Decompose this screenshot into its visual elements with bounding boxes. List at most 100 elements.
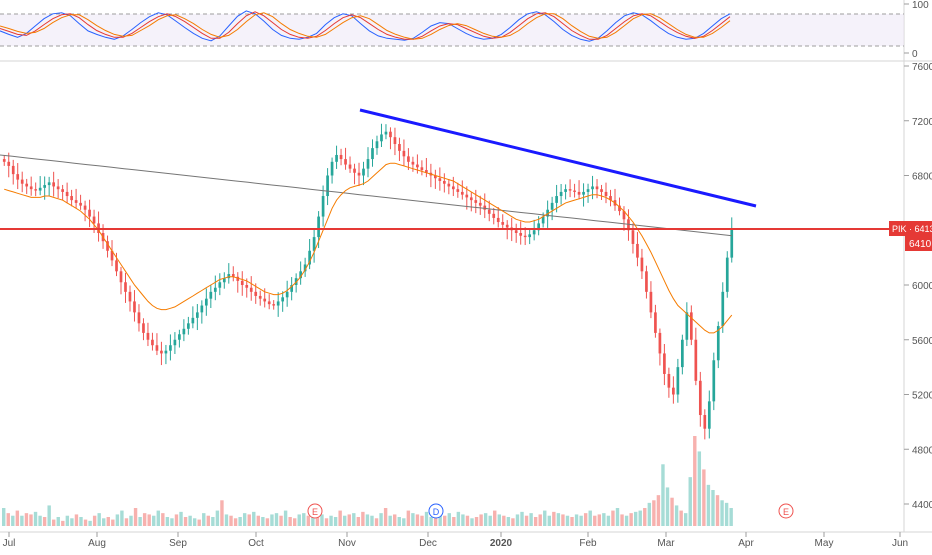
candle-body[interactable] — [236, 276, 240, 281]
candle-body[interactable] — [115, 260, 118, 272]
candle-body[interactable] — [209, 291, 213, 299]
candle-body[interactable] — [492, 213, 496, 218]
candle-body[interactable] — [447, 183, 451, 187]
candle-body[interactable] — [465, 194, 469, 198]
candle-body[interactable] — [357, 172, 361, 176]
candle-body[interactable] — [276, 301, 280, 306]
candle-body[interactable] — [245, 285, 249, 288]
candle-body[interactable] — [151, 339, 154, 346]
candle-body[interactable] — [326, 175, 329, 197]
candle-body[interactable] — [204, 298, 208, 306]
candle-body[interactable] — [631, 230, 635, 244]
candle-body[interactable] — [716, 326, 720, 361]
candle-body[interactable] — [303, 264, 307, 272]
candle-body[interactable] — [83, 205, 87, 210]
event-markers[interactable]: E D E — [307, 503, 794, 519]
candle-body[interactable] — [124, 282, 127, 292]
candle-body[interactable] — [622, 211, 626, 220]
candle-body[interactable] — [218, 282, 222, 288]
candle-body[interactable] — [514, 230, 518, 233]
candle-body[interactable] — [213, 287, 217, 292]
candle-body[interactable] — [425, 170, 428, 173]
candle-body[interactable] — [61, 189, 64, 192]
candle-body[interactable] — [2, 159, 6, 162]
candle-body[interactable] — [595, 186, 599, 190]
candle-body[interactable] — [600, 189, 603, 192]
candle-body[interactable] — [191, 317, 195, 324]
candle-body[interactable] — [200, 305, 204, 313]
candle-body[interactable] — [182, 328, 186, 335]
candle-body[interactable] — [366, 159, 370, 169]
candle-body[interactable] — [119, 271, 123, 283]
candle-body[interactable] — [11, 165, 15, 175]
candle-body[interactable] — [56, 186, 60, 190]
candle-body[interactable] — [501, 222, 505, 225]
candle-body[interactable] — [173, 339, 177, 346]
candle-body[interactable] — [29, 186, 33, 190]
candle-body[interactable] — [496, 217, 500, 223]
candle-body[interactable] — [582, 191, 585, 195]
candle-body[interactable] — [681, 339, 684, 368]
candle-body[interactable] — [654, 312, 657, 333]
candle-body[interactable] — [712, 360, 716, 402]
candle-body[interactable] — [106, 241, 109, 251]
candle-body[interactable] — [389, 131, 392, 138]
candle-body[interactable] — [25, 183, 29, 187]
candle-body[interactable] — [640, 257, 644, 272]
candle-body[interactable] — [371, 148, 374, 160]
candle-body[interactable] — [411, 161, 415, 165]
candle-body[interactable] — [227, 274, 231, 279]
candle-body[interactable] — [380, 134, 383, 142]
candle-body[interactable] — [456, 189, 460, 192]
candle-body[interactable] — [591, 186, 594, 190]
candle-body[interactable] — [79, 202, 82, 206]
candle-body[interactable] — [362, 168, 365, 176]
candle-body[interactable] — [667, 373, 671, 388]
candle-body[interactable] — [272, 304, 276, 306]
earnings-marker[interactable]: E — [307, 503, 323, 519]
candle-body[interactable] — [550, 202, 554, 210]
candle-body[interactable] — [263, 298, 267, 302]
candle-body[interactable] — [375, 141, 379, 149]
candle-body[interactable] — [231, 274, 235, 277]
candle-body[interactable] — [65, 191, 69, 197]
candle-body[interactable] — [299, 271, 302, 279]
candle-body[interactable] — [725, 257, 729, 292]
candle-body[interactable] — [353, 168, 356, 173]
candle-body[interactable] — [285, 291, 289, 298]
candle-body[interactable] — [110, 250, 114, 261]
candle-body[interactable] — [196, 312, 199, 318]
candle-body[interactable] — [586, 189, 590, 192]
candle-body[interactable] — [267, 301, 271, 305]
candle-body[interactable] — [487, 209, 491, 214]
candle-body[interactable] — [34, 189, 38, 191]
candle-body[interactable] — [523, 235, 527, 238]
candle-body[interactable] — [384, 131, 388, 135]
candle-body[interactable] — [564, 189, 567, 192]
candle-body[interactable] — [155, 345, 159, 351]
candle-body[interactable] — [672, 387, 675, 395]
candle-body[interactable] — [92, 216, 96, 224]
candle-body[interactable] — [335, 154, 338, 162]
candle-body[interactable] — [694, 339, 698, 381]
candle-body[interactable] — [16, 174, 20, 180]
candle-body[interactable] — [70, 196, 73, 201]
candle-body[interactable] — [532, 230, 536, 235]
candle-body[interactable] — [416, 164, 419, 168]
candle-body[interactable] — [703, 415, 707, 429]
candle-body[interactable] — [685, 312, 689, 340]
candle-body[interactable] — [568, 189, 572, 191]
candle-body[interactable] — [689, 312, 693, 340]
candle-body[interactable] — [636, 243, 639, 258]
candle-body[interactable] — [321, 196, 325, 217]
candle-body[interactable] — [128, 291, 132, 302]
candle-body[interactable] — [254, 291, 258, 296]
candle-body[interactable] — [133, 301, 136, 313]
candle-body[interactable] — [721, 291, 725, 327]
candle-body[interactable] — [348, 164, 352, 169]
candle-body[interactable] — [344, 159, 347, 165]
candle-body[interactable] — [420, 167, 424, 171]
candle-body[interactable] — [164, 350, 168, 354]
candle-body[interactable] — [519, 232, 523, 236]
